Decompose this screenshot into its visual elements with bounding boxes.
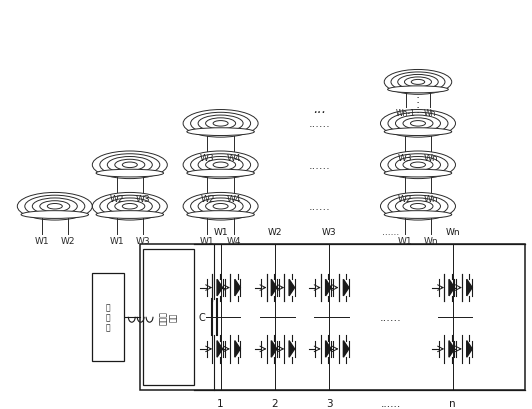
Ellipse shape <box>187 170 254 178</box>
Text: W3: W3 <box>136 195 150 204</box>
Text: ......: ...... <box>382 227 400 236</box>
Bar <box>140 244 525 390</box>
Text: W3: W3 <box>200 153 215 162</box>
Text: Wn: Wn <box>424 195 438 204</box>
Text: :: : <box>416 103 420 116</box>
Text: W2: W2 <box>268 227 282 236</box>
Ellipse shape <box>384 170 452 178</box>
Polygon shape <box>449 280 454 296</box>
Polygon shape <box>467 280 472 296</box>
Text: Wn: Wn <box>424 153 438 162</box>
Text: W1: W1 <box>213 227 228 236</box>
Text: ......: ...... <box>309 202 330 212</box>
Ellipse shape <box>388 87 448 94</box>
Polygon shape <box>449 341 454 357</box>
Polygon shape <box>289 341 295 357</box>
Ellipse shape <box>96 211 163 219</box>
Text: Wn: Wn <box>424 236 438 245</box>
Text: :: : <box>416 93 420 106</box>
Polygon shape <box>289 280 295 296</box>
Text: ......: ...... <box>309 119 330 129</box>
Polygon shape <box>343 280 349 296</box>
Text: W1: W1 <box>35 236 49 245</box>
Ellipse shape <box>384 211 452 219</box>
Text: 2: 2 <box>271 398 278 408</box>
Ellipse shape <box>187 128 254 136</box>
Polygon shape <box>271 280 277 296</box>
Text: ...: ... <box>313 101 326 115</box>
Text: 3: 3 <box>326 398 332 408</box>
Text: n: n <box>449 398 456 408</box>
Bar <box>143 249 194 385</box>
Polygon shape <box>235 280 240 296</box>
Text: Wn: Wn <box>423 109 436 118</box>
Polygon shape <box>343 341 349 357</box>
Polygon shape <box>467 341 472 357</box>
Bar <box>93 273 124 361</box>
Ellipse shape <box>187 211 254 219</box>
Polygon shape <box>217 280 222 296</box>
Text: W1: W1 <box>110 236 124 245</box>
Polygon shape <box>271 341 277 357</box>
Text: W2: W2 <box>61 236 75 245</box>
Ellipse shape <box>384 128 452 136</box>
Text: W4: W4 <box>227 236 241 245</box>
Polygon shape <box>326 280 331 296</box>
Text: W2: W2 <box>200 195 215 204</box>
Text: ......: ...... <box>381 398 401 408</box>
Text: W2: W2 <box>397 195 412 204</box>
Text: 1: 1 <box>217 398 224 408</box>
Text: Wn-1: Wn-1 <box>396 109 416 118</box>
Text: W3: W3 <box>322 227 336 236</box>
Text: 逆变器
电路: 逆变器 电路 <box>159 310 178 324</box>
Polygon shape <box>235 341 240 357</box>
Text: C: C <box>198 312 205 322</box>
Text: W4: W4 <box>227 153 241 162</box>
Text: W3: W3 <box>397 153 412 162</box>
Text: 三
相
电: 三 相 电 <box>106 302 111 332</box>
Text: ......: ...... <box>380 312 402 322</box>
Text: W1: W1 <box>200 236 215 245</box>
Text: Wn: Wn <box>445 227 460 236</box>
Ellipse shape <box>96 170 163 178</box>
Polygon shape <box>217 341 222 357</box>
Text: W3: W3 <box>136 236 150 245</box>
Ellipse shape <box>21 211 88 219</box>
Text: W2: W2 <box>110 195 124 204</box>
Text: ......: ...... <box>309 160 330 171</box>
Polygon shape <box>326 341 331 357</box>
Text: W4: W4 <box>227 195 241 204</box>
Text: W1: W1 <box>397 236 412 245</box>
